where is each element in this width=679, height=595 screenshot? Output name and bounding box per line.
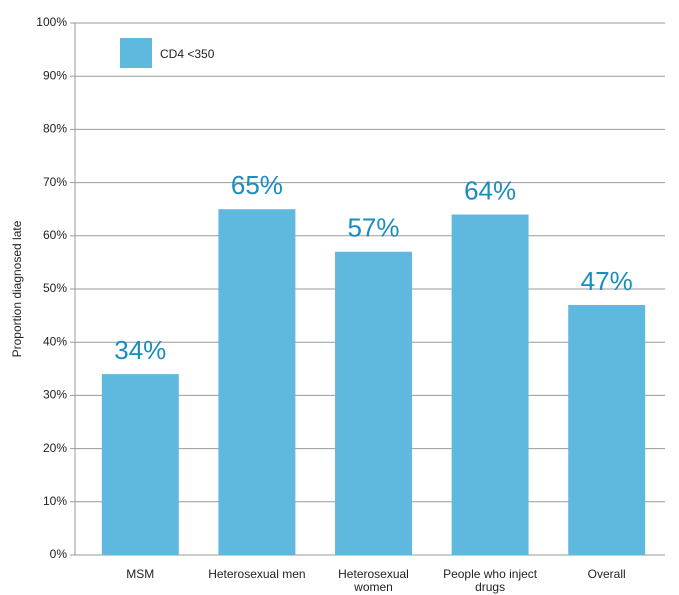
- y-tick-label: 90%: [43, 68, 67, 82]
- x-tick-label: Heterosexual women: [338, 567, 409, 594]
- x-tick-label: Heterosexual men: [208, 567, 306, 581]
- bar: [335, 251, 412, 555]
- bar: [218, 209, 296, 555]
- y-tick-label: 50%: [43, 281, 67, 295]
- y-tick-label: 80%: [43, 122, 67, 136]
- value-label: 65%: [231, 170, 283, 200]
- legend-label: CD4 <350: [160, 47, 215, 61]
- bar: [101, 374, 179, 555]
- y-axis-label: Proportion diagnosed late: [10, 220, 24, 357]
- value-label: 47%: [581, 266, 633, 296]
- y-tick-label: 60%: [43, 228, 67, 242]
- y-tick-label: 70%: [43, 175, 67, 189]
- value-label: 34%: [114, 335, 166, 365]
- value-label: 64%: [464, 175, 516, 205]
- x-tick-label: MSM: [126, 567, 155, 581]
- y-tick-label: 100%: [36, 15, 67, 29]
- y-tick-label: 40%: [43, 334, 67, 348]
- y-tick-label: 10%: [43, 494, 67, 508]
- x-tick-label: People who inject drugs: [443, 567, 538, 594]
- value-label: 57%: [347, 213, 399, 243]
- bar: [451, 214, 529, 555]
- bar: [568, 304, 646, 555]
- y-tick-label: 0%: [50, 547, 68, 561]
- y-tick-label: 20%: [43, 441, 67, 455]
- x-tick-label: Overall: [587, 567, 626, 581]
- legend-swatch: [120, 38, 152, 68]
- y-tick-label: 30%: [43, 388, 67, 402]
